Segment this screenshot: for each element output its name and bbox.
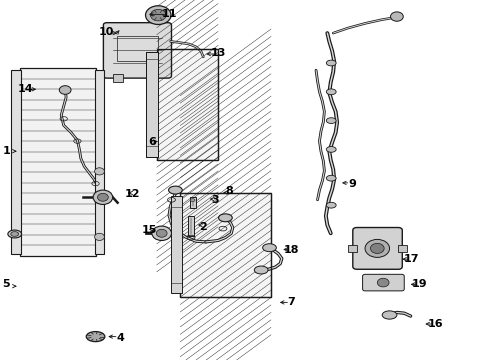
Circle shape	[391, 12, 403, 21]
Text: 10: 10	[99, 27, 115, 37]
Text: 11: 11	[161, 9, 177, 19]
Circle shape	[156, 229, 167, 237]
Ellipse shape	[190, 199, 195, 202]
Text: 1: 1	[2, 146, 10, 156]
FancyBboxPatch shape	[353, 228, 402, 269]
Ellipse shape	[326, 175, 336, 181]
Text: 15: 15	[142, 225, 157, 235]
Bar	[146, 52, 158, 157]
Bar	[146, 52, 158, 157]
Text: 17: 17	[404, 254, 419, 264]
Ellipse shape	[11, 232, 19, 236]
Ellipse shape	[326, 118, 336, 123]
Circle shape	[377, 278, 389, 287]
Text: 12: 12	[124, 189, 140, 199]
Ellipse shape	[326, 147, 336, 152]
Circle shape	[59, 86, 71, 94]
Circle shape	[152, 226, 172, 240]
Circle shape	[370, 243, 384, 253]
Bar	[171, 196, 182, 293]
Ellipse shape	[169, 186, 182, 194]
Text: 5: 5	[2, 279, 10, 289]
Bar	[348, 245, 357, 252]
Bar	[117, 36, 158, 61]
Text: 4: 4	[116, 333, 124, 343]
Bar	[157, 49, 218, 160]
Bar	[190, 197, 196, 208]
Text: 6: 6	[148, 137, 156, 147]
Circle shape	[146, 6, 171, 24]
Circle shape	[93, 190, 113, 204]
Text: 7: 7	[288, 297, 295, 307]
Bar	[157, 49, 218, 160]
Bar	[180, 193, 271, 297]
Circle shape	[365, 239, 390, 257]
Bar	[180, 193, 271, 297]
Ellipse shape	[326, 89, 336, 95]
Text: 3: 3	[212, 195, 220, 205]
Ellipse shape	[326, 202, 336, 208]
Circle shape	[98, 193, 108, 201]
Circle shape	[95, 196, 104, 203]
Text: 19: 19	[412, 279, 427, 289]
Bar	[188, 216, 194, 236]
Bar	[113, 74, 122, 82]
Ellipse shape	[86, 332, 105, 342]
Bar	[20, 68, 96, 256]
Bar	[398, 245, 407, 252]
Ellipse shape	[326, 60, 336, 66]
Text: 9: 9	[348, 179, 356, 189]
Ellipse shape	[254, 266, 268, 274]
Bar	[11, 70, 21, 254]
Bar	[95, 70, 104, 254]
FancyBboxPatch shape	[363, 274, 404, 291]
FancyBboxPatch shape	[103, 23, 172, 78]
Circle shape	[95, 168, 104, 175]
Ellipse shape	[8, 230, 22, 238]
Ellipse shape	[219, 214, 232, 222]
Circle shape	[95, 233, 104, 240]
Ellipse shape	[382, 311, 397, 319]
Text: 13: 13	[210, 48, 226, 58]
Text: 16: 16	[427, 319, 443, 329]
Circle shape	[150, 9, 166, 21]
Text: 8: 8	[225, 186, 233, 196]
Text: 2: 2	[199, 222, 207, 232]
Text: 14: 14	[18, 84, 33, 94]
Ellipse shape	[263, 244, 276, 252]
Text: 18: 18	[284, 245, 299, 255]
